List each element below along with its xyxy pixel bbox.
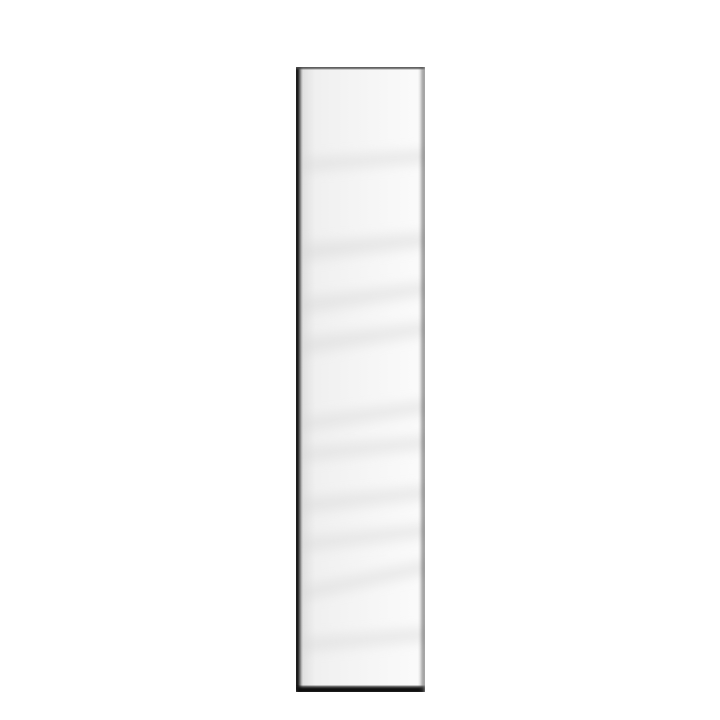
abundance-image: [296, 67, 425, 692]
